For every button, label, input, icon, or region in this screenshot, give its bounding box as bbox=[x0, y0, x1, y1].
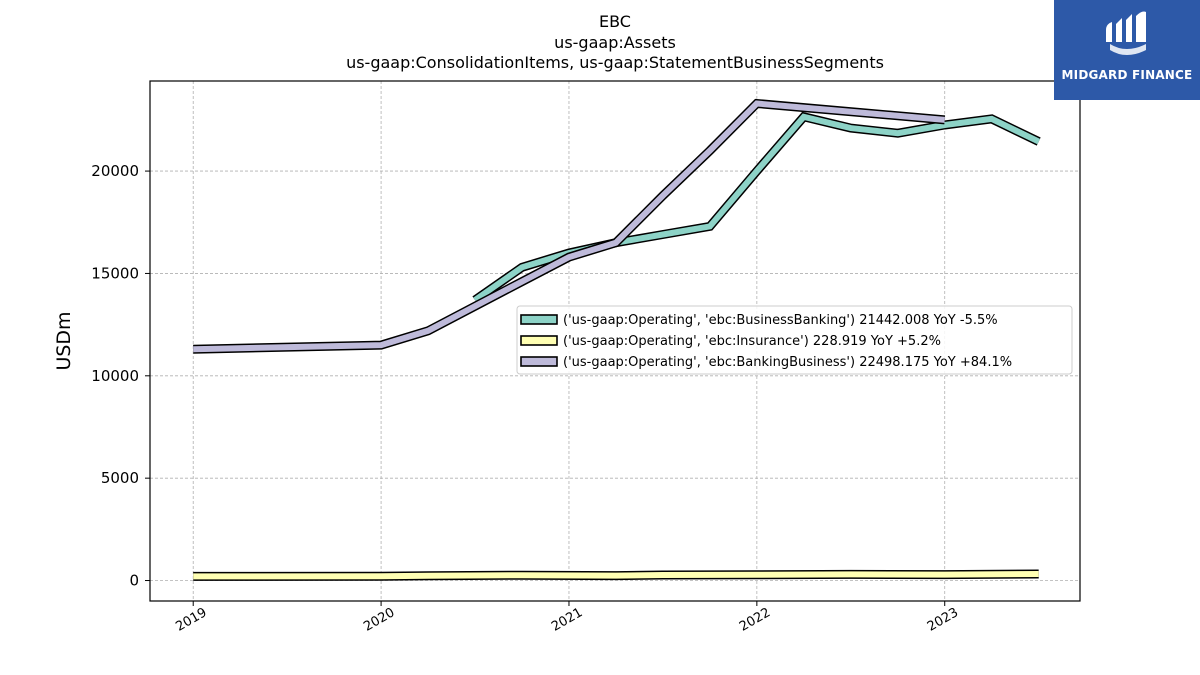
x-tick-label: 2021 bbox=[549, 605, 585, 635]
legend: ('us-gaap:Operating', 'ebc:BusinessBanki… bbox=[516, 305, 1073, 375]
y-tick-label: 0 bbox=[129, 572, 139, 590]
y-tick-label: 10000 bbox=[91, 367, 139, 385]
series-2-line bbox=[193, 571, 1039, 580]
y-axis-label: USDm bbox=[53, 311, 75, 370]
plot-frame bbox=[149, 80, 1081, 602]
legend-label: ('us-gaap:Operating', 'ebc:Insurance') 2… bbox=[563, 334, 941, 349]
series-lines bbox=[193, 98, 1041, 581]
chart-title-line-3: us-gaap:ConsolidationItems, us-gaap:Stat… bbox=[346, 53, 884, 72]
series-3-line bbox=[193, 100, 945, 353]
logo-text: MIDGARD FINANCE bbox=[1061, 68, 1193, 82]
chart-title-line-2: us-gaap:Assets bbox=[554, 33, 676, 52]
y-tick-label: 15000 bbox=[91, 264, 139, 282]
legend-label: ('us-gaap:Operating', 'ebc:BusinessBanki… bbox=[563, 313, 998, 328]
legend-swatch bbox=[520, 335, 558, 346]
x-tick-label: 2019 bbox=[173, 605, 209, 635]
legend-swatch bbox=[520, 356, 558, 367]
x-tick-label: 2022 bbox=[737, 605, 773, 635]
legend-label: ('us-gaap:Operating', 'ebc:BankingBusine… bbox=[563, 355, 1012, 370]
x-tick-label: 2020 bbox=[361, 605, 397, 635]
chart-title-line-1: EBC bbox=[599, 12, 631, 31]
y-tick-label: 20000 bbox=[91, 162, 139, 180]
y-tick-label: 5000 bbox=[101, 469, 139, 487]
legend-swatch bbox=[520, 314, 558, 325]
brand-logo: MIDGARD FINANCE bbox=[1054, 0, 1200, 100]
legend-box bbox=[516, 305, 1073, 375]
axes: 2019 2020 2021 2022 2023 0 5000 10000 15000 20000 bbox=[91, 162, 961, 635]
x-tick-label: 2023 bbox=[925, 605, 961, 635]
logo-mark-icon bbox=[1106, 11, 1146, 55]
